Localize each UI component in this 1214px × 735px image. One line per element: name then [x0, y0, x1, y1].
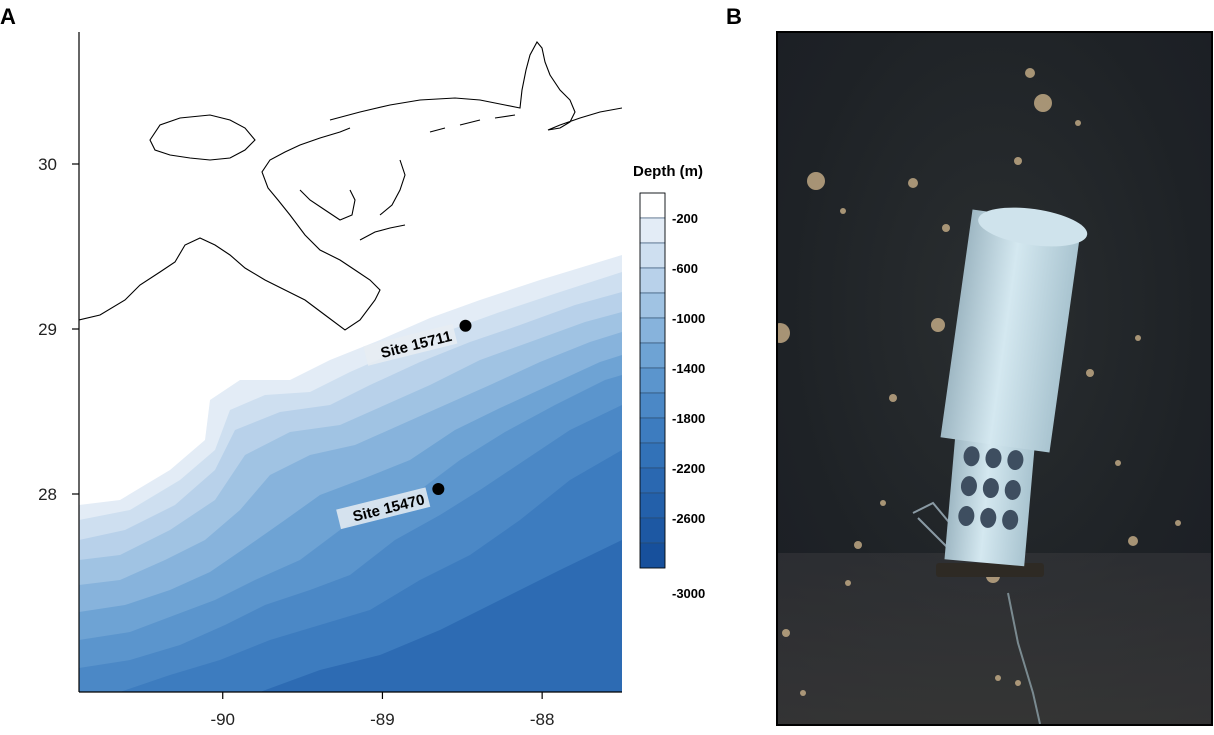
x-axis-ticks: -90 -89 -88: [210, 692, 554, 729]
y-tick-label: 29: [38, 320, 57, 339]
legend-swatch: [639, 192, 666, 219]
legend-swatch: [639, 542, 666, 569]
collector-holes: [958, 446, 1024, 530]
depth-legend: Depth (m) -200 -600 -1000 -1400 -1800 -2200 -26…: [633, 163, 705, 601]
site-15711-marker: [459, 319, 472, 332]
panel-a-label: A: [0, 4, 16, 29]
panel-b-label: B: [726, 4, 742, 29]
legend-swatch: [639, 442, 666, 469]
legend-label: -1000: [672, 311, 705, 326]
legend-swatch: [639, 417, 666, 444]
legend-label: -1800: [672, 411, 705, 426]
tether-cable: [1007, 592, 1041, 724]
legend-swatch: [639, 492, 666, 519]
legend-swatch: [639, 367, 666, 394]
legend-label: -1400: [672, 361, 705, 376]
underwater-scene: [778, 33, 1211, 724]
site-15470-marker: [432, 483, 445, 496]
coastline: [79, 41, 622, 331]
site-15711-label-bg: [363, 324, 458, 366]
sediment-trap-photo: [776, 31, 1213, 726]
trap-base-frame: [936, 563, 1044, 577]
x-tick-label: -89: [370, 710, 395, 729]
legend-label: -2600: [672, 511, 705, 526]
y-tick-label: 28: [38, 485, 57, 504]
trap-upper-cylinder: [940, 209, 1082, 453]
legend-swatch: [639, 392, 666, 419]
legend-swatch: [639, 267, 666, 294]
legend-label: -3000: [672, 586, 705, 601]
legend-swatch: [639, 467, 666, 494]
y-tick-label: 30: [38, 155, 57, 174]
x-tick-label: -90: [210, 710, 235, 729]
legend-frame: [639, 192, 666, 569]
site-15470-label-bg: [336, 487, 431, 530]
y-axis-ticks: 30 29 28: [38, 155, 79, 504]
legend-swatch: [639, 242, 666, 269]
legend-swatch: [639, 342, 666, 369]
trap-top-opening: [978, 207, 1088, 247]
legend-label: -600: [672, 261, 698, 276]
legend-label: -200: [672, 211, 698, 226]
legend-swatch: [639, 217, 666, 244]
legend-swatch: [639, 517, 666, 544]
legend-title: Depth (m): [633, 163, 703, 180]
x-tick-label: -88: [530, 710, 555, 729]
legend-swatch: [639, 317, 666, 344]
legend-swatch: [639, 292, 666, 319]
depth-layers: [79, 32, 622, 692]
legend-label: -2200: [672, 461, 705, 476]
depth-band-3000: [260, 540, 622, 692]
